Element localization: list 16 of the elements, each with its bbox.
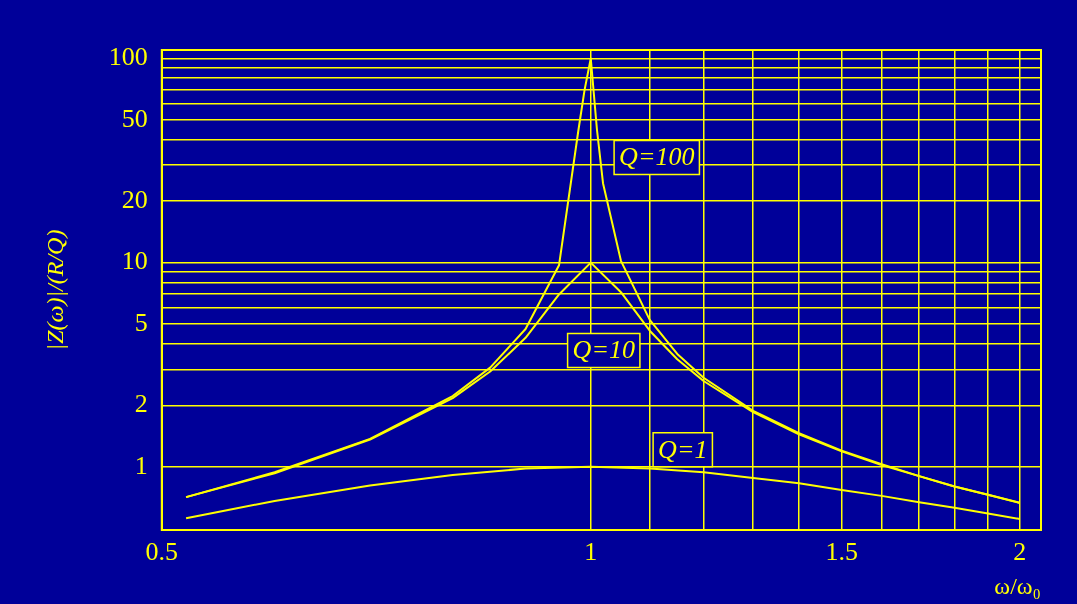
y-tick-label: 2	[134, 389, 148, 419]
x-tick-label: 0.5	[145, 537, 179, 567]
x-tick-label: 1	[584, 537, 598, 567]
x-axis-title: ω/ω₀	[994, 572, 1041, 599]
y-tick-label: 10	[121, 246, 148, 276]
series-label: Q=1	[658, 434, 708, 464]
y-tick-label: 5	[134, 307, 148, 337]
y-tick-label: 50	[121, 103, 148, 133]
y-tick-label: 100	[108, 42, 148, 72]
x-tick-label: 1.5	[825, 537, 858, 567]
y-axis-title: |Z(ω)|/(R/Q)	[41, 229, 68, 351]
y-tick-label: 20	[121, 184, 148, 214]
series-label: Q=100	[619, 142, 695, 172]
series-label: Q=10	[572, 335, 635, 365]
y-tick-label: 1	[134, 450, 148, 480]
x-tick-label: 2	[1013, 537, 1027, 567]
